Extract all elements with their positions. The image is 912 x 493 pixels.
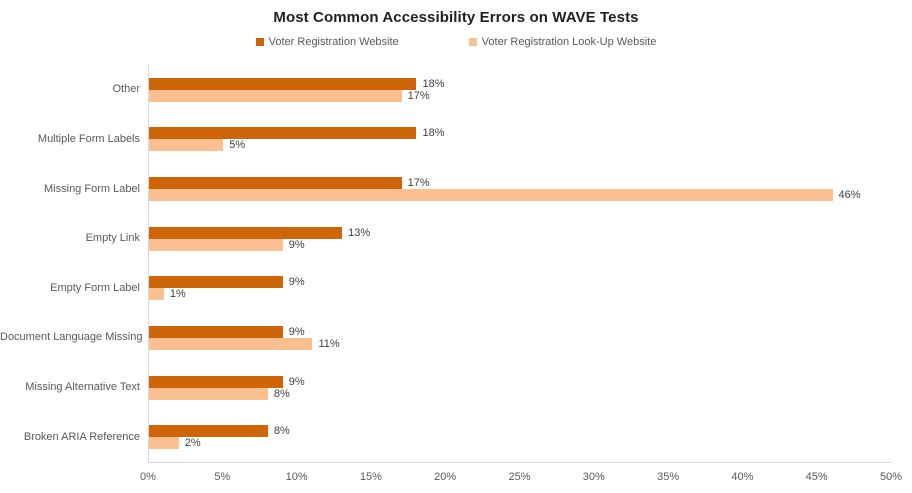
category-label: Empty Link bbox=[85, 232, 140, 245]
bar-voter-registration-lookup-website bbox=[149, 288, 164, 301]
x-axis-tick-label: 20% bbox=[434, 471, 457, 483]
value-label: 5% bbox=[229, 139, 246, 152]
bar-voter-registration-website bbox=[149, 177, 402, 190]
value-label: 2% bbox=[184, 437, 201, 450]
bar-voter-registration-lookup-website bbox=[149, 189, 833, 202]
value-label: 17% bbox=[407, 89, 430, 102]
category-label: Multiple Form Labels bbox=[37, 132, 140, 145]
value-label: 18% bbox=[422, 127, 445, 140]
x-axis-tick-label: 15% bbox=[359, 471, 382, 483]
bar-voter-registration-lookup-website bbox=[149, 437, 179, 450]
bar-voter-registration-website bbox=[149, 276, 283, 289]
bar-voter-registration-website bbox=[149, 77, 417, 90]
value-label: 1% bbox=[169, 288, 186, 301]
legend-item-voter-registration-website: Voter Registration Website bbox=[255, 36, 399, 48]
legend-swatch-voter-registration-website bbox=[255, 38, 264, 46]
bar-voter-registration-website bbox=[149, 127, 417, 140]
category-label: Missing Form Label bbox=[44, 182, 140, 195]
chart-legend: Voter Registration Website Voter Registr… bbox=[0, 36, 912, 48]
category-label: Empty Form Label bbox=[50, 281, 140, 294]
bar-voter-registration-lookup-website bbox=[149, 337, 313, 350]
value-label: 8% bbox=[273, 387, 290, 400]
bar-voter-registration-lookup-website bbox=[149, 387, 268, 400]
legend-swatch-voter-registration-lookup-website bbox=[468, 38, 477, 46]
x-axis-tick-label: 35% bbox=[657, 471, 680, 483]
plot-area bbox=[148, 65, 892, 463]
bar-voter-registration-website bbox=[149, 375, 283, 388]
value-label: 8% bbox=[273, 425, 290, 438]
bar-voter-registration-website bbox=[149, 425, 268, 438]
legend-item-voter-registration-lookup-website: Voter Registration Look-Up Website bbox=[468, 36, 657, 48]
x-axis-tick-label: 30% bbox=[582, 471, 605, 483]
x-axis-tick-label: 50% bbox=[879, 471, 903, 483]
x-axis-tick-label: 45% bbox=[805, 471, 828, 483]
value-label: 9% bbox=[288, 276, 305, 289]
value-label: 13% bbox=[348, 226, 371, 239]
category-label: Document Language Missing bbox=[0, 331, 143, 344]
chart-title: Most Common Accessibility Errors on WAVE… bbox=[273, 9, 639, 26]
value-label: 9% bbox=[288, 325, 305, 338]
value-label: 18% bbox=[422, 77, 445, 90]
legend-label-voter-registration-lookup-website: Voter Registration Look-Up Website bbox=[481, 36, 657, 48]
category-label: Missing Alternative Text bbox=[25, 381, 140, 394]
bar-voter-registration-website bbox=[149, 226, 343, 239]
value-label: 11% bbox=[318, 337, 340, 350]
x-axis-tick-label: 10% bbox=[285, 471, 308, 483]
bar-voter-registration-website bbox=[149, 325, 283, 338]
category-label: Other bbox=[112, 83, 140, 96]
value-label: 9% bbox=[288, 238, 305, 251]
bar-voter-registration-lookup-website bbox=[149, 89, 402, 102]
value-label: 9% bbox=[288, 375, 305, 388]
bar-voter-registration-lookup-website bbox=[149, 139, 224, 152]
bar-voter-registration-lookup-website bbox=[149, 238, 283, 251]
category-label: Broken ARIA Reference bbox=[23, 430, 140, 443]
x-axis-tick-label: 5% bbox=[214, 471, 231, 483]
x-axis-tick-label: 0% bbox=[140, 471, 156, 483]
value-label: 46% bbox=[838, 189, 861, 202]
x-axis-tick-label: 25% bbox=[508, 471, 531, 483]
x-axis-tick-label: 40% bbox=[731, 471, 754, 483]
legend-label-voter-registration-website: Voter Registration Website bbox=[268, 36, 399, 48]
value-label: 17% bbox=[407, 177, 430, 190]
